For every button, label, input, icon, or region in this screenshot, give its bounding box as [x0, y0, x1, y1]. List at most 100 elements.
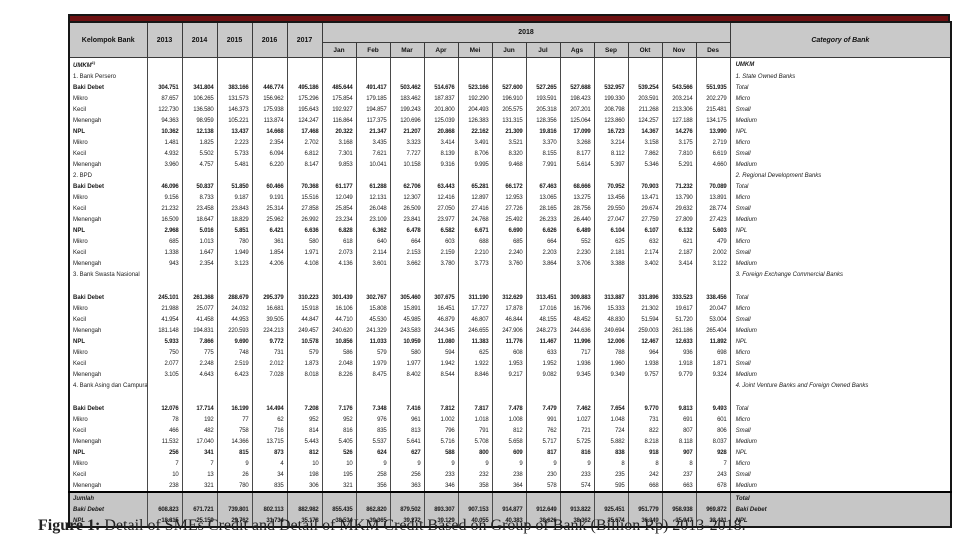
value-cell: 13.065 — [525, 192, 561, 203]
value-cell: 136.580 — [181, 104, 218, 115]
empty-cell — [457, 71, 493, 82]
data-row: Menengah 943 2.354 3.123 4.206 4.108 4.136 3.60… — [68, 258, 952, 269]
value-cell: 14.276 — [661, 126, 697, 137]
value-cell: 9 — [355, 458, 391, 469]
value-cell: 907.153 — [457, 504, 493, 515]
value-cell: 731 — [251, 347, 288, 358]
empty-cell — [251, 380, 288, 403]
value-cell: 8.706 — [457, 148, 493, 159]
value-cell: 87.657 — [146, 93, 183, 104]
row-label: Kecil — [68, 358, 148, 369]
empty-cell — [627, 57, 663, 71]
value-cell: 39.365 — [355, 515, 391, 527]
data-row: Mikro 685 1.013 780 361 580 618 640 664 603 688 685… — [68, 236, 952, 247]
value-cell: 3.773 — [457, 258, 493, 269]
value-cell: 1.871 — [695, 358, 731, 369]
row-category-label: NPL — [729, 126, 952, 137]
value-cell: 1.971 — [286, 247, 323, 258]
empty-cell — [389, 380, 425, 403]
value-cell: 8.155 — [525, 148, 561, 159]
value-cell: 7 — [146, 458, 183, 469]
data-row: Menengah 181.148 194.831 220.593 224.213 249.… — [68, 325, 952, 336]
value-cell: 224.213 — [251, 325, 288, 336]
value-cell: 243.583 — [389, 325, 425, 336]
value-cell: 3.122 — [695, 258, 731, 269]
empty-cell — [661, 57, 697, 71]
data-row: Kecil 10 13 26 34 198 195 258 256 233 232 238 230 233… — [68, 469, 952, 480]
value-cell: 25.854 — [321, 203, 357, 214]
value-cell: 3.214 — [593, 137, 629, 148]
row-label: Baki Debet — [68, 292, 148, 303]
value-cell: 671.721 — [181, 504, 218, 515]
value-cell: 969.872 — [695, 504, 731, 515]
value-cell: 71.232 — [661, 181, 697, 192]
value-cell: 1.977 — [389, 358, 425, 369]
value-cell: 6.094 — [251, 148, 288, 159]
value-cell: 196.910 — [491, 93, 527, 104]
value-cell: 29.762 — [216, 515, 253, 527]
row-label: Menengah — [68, 436, 148, 447]
value-cell: 2.230 — [559, 247, 595, 258]
value-cell: 23.977 — [423, 214, 459, 225]
value-cell: 146.373 — [216, 104, 253, 115]
col-header-month: Mei — [457, 42, 493, 58]
empty-cell — [457, 57, 493, 71]
row-label: Kecil — [68, 203, 148, 214]
value-cell: 664 — [525, 236, 561, 247]
value-cell: 739.801 — [216, 504, 253, 515]
value-cell: 18.815 — [146, 515, 183, 527]
value-cell: 261.368 — [181, 292, 218, 303]
row-category-label: Micro — [729, 458, 952, 469]
row-category-label: Micro — [729, 192, 952, 203]
empty-cell — [695, 491, 731, 504]
col-header-month: Feb — [355, 42, 391, 58]
empty-cell — [355, 170, 391, 181]
value-cell: 51.850 — [216, 181, 253, 192]
row-label: NPL — [68, 336, 148, 347]
value-cell: 46.096 — [146, 181, 183, 192]
empty-cell — [181, 269, 218, 292]
value-cell: 13.456 — [593, 192, 629, 203]
value-cell: 1.952 — [525, 358, 561, 369]
value-cell: 1.854 — [251, 247, 288, 258]
value-cell: 5.016 — [181, 225, 218, 236]
empty-cell — [661, 71, 697, 82]
col-header-month: Jan — [321, 42, 357, 58]
value-cell: 27.050 — [423, 203, 459, 214]
value-cell: 61.288 — [355, 181, 391, 192]
value-cell: 9.772 — [251, 336, 288, 347]
value-cell: 9.324 — [695, 369, 731, 380]
value-cell: 3.123 — [216, 258, 253, 269]
value-cell: 2.181 — [593, 247, 629, 258]
empty-cell — [627, 269, 663, 292]
value-cell: 7 — [695, 458, 731, 469]
value-cell: 601 — [695, 414, 731, 425]
value-cell: 238 — [146, 480, 183, 492]
value-cell: 311.190 — [457, 292, 493, 303]
footer-row-category: NPL — [729, 515, 952, 527]
figure-caption: Figure 1: Detail of SMEs Credit and Deta… — [38, 517, 938, 535]
value-cell: 27.423 — [695, 214, 731, 225]
value-cell: 38.362 — [559, 515, 595, 527]
value-cell: 813 — [389, 425, 425, 436]
value-cell: 70.952 — [593, 181, 629, 192]
empty-cell — [695, 269, 731, 292]
value-cell: 5.717 — [525, 436, 561, 447]
value-cell: 25.962 — [251, 214, 288, 225]
value-cell: 791 — [457, 425, 493, 436]
value-cell: 27.759 — [627, 214, 663, 225]
value-cell: 951.779 — [627, 504, 663, 515]
row-label: Kecil — [68, 425, 148, 436]
value-cell: 822 — [627, 425, 663, 436]
empty-cell — [593, 57, 629, 71]
empty-cell — [423, 269, 459, 292]
value-cell: 12.138 — [181, 126, 218, 137]
value-cell: 7.654 — [593, 403, 629, 414]
header-row-years: Kelompok Bank 2013 2014 2015 2016 2017 2018 Cat… — [68, 21, 952, 58]
value-cell: 2.354 — [251, 137, 288, 148]
value-cell: 8.846 — [457, 369, 493, 380]
value-cell: 12.897 — [457, 192, 493, 203]
value-cell: 2.203 — [525, 247, 561, 258]
value-cell: 588 — [423, 447, 459, 458]
value-cell: 3.435 — [355, 137, 391, 148]
